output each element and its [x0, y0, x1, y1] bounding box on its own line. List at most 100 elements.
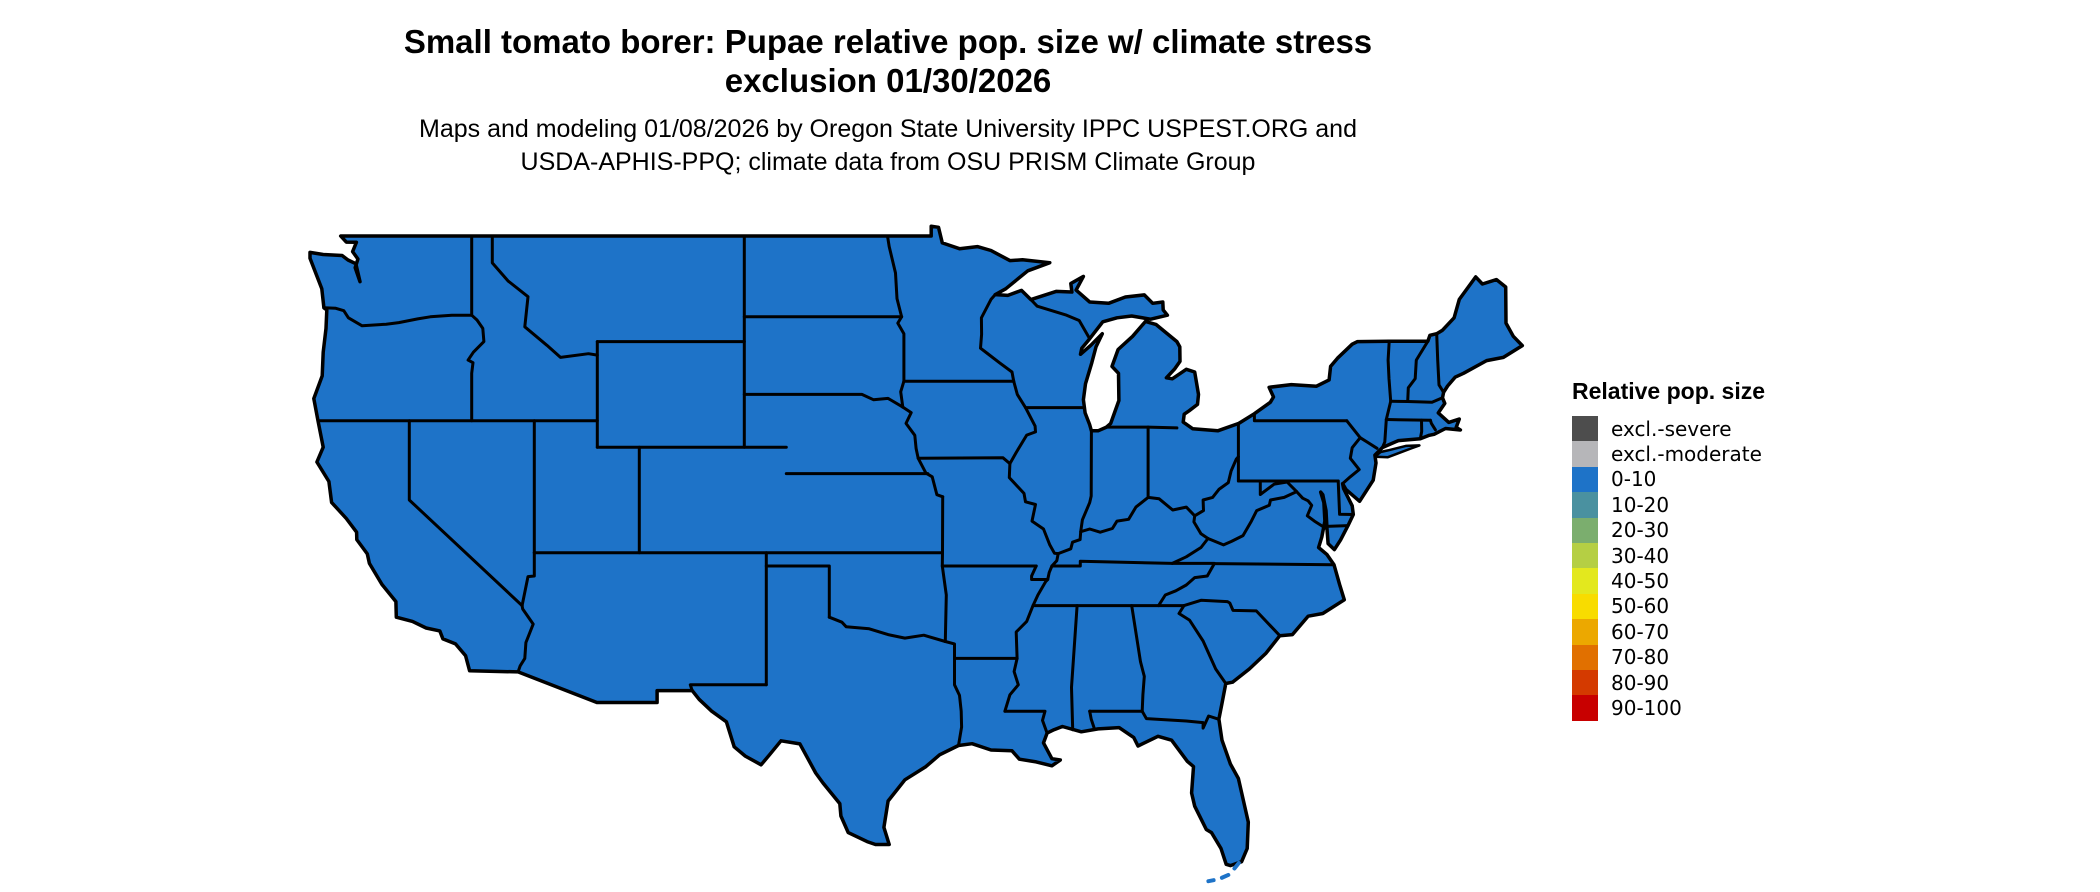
legend-label: 60-70 — [1611, 619, 1670, 644]
state-border-71 — [1007, 462, 1060, 556]
florida-keys-0 — [1230, 861, 1241, 873]
legend-item-80-90: 80-90 — [1572, 669, 1765, 696]
state-border-17 — [899, 379, 906, 409]
legend-label: 20-30 — [1611, 518, 1670, 543]
state-border-22 — [1008, 379, 1037, 466]
legend-swatch — [1572, 441, 1598, 467]
state-border-38 — [1070, 604, 1079, 732]
legend-label: excl.-moderate — [1611, 442, 1762, 467]
state-border-48 — [1193, 455, 1240, 518]
state-border-61 — [1428, 418, 1437, 432]
state-border-42 — [1140, 709, 1220, 730]
state-border-30 — [943, 640, 964, 747]
legend-swatch — [1572, 492, 1598, 518]
figure-subtitle-line1: Maps and modeling 01/08/2026 by Oregon S… — [419, 115, 1357, 143]
legend-item-30-40: 30-40 — [1572, 542, 1765, 569]
legend-item-40-50: 40-50 — [1572, 568, 1765, 594]
legend-label: 50-60 — [1611, 594, 1670, 619]
state-border-36 — [1050, 559, 1216, 568]
state-border-46 — [1170, 537, 1210, 565]
legend-item-70-80: 70-80 — [1572, 644, 1765, 670]
state-border-23 — [916, 456, 1012, 466]
state-border-65 — [1029, 298, 1092, 341]
state-border-26 — [764, 564, 831, 619]
legend-swatch — [1572, 619, 1598, 645]
legend-item-excl-severe: excl.-severe — [1572, 416, 1765, 442]
lower48-outline — [308, 224, 1525, 868]
state-border-3 — [407, 419, 524, 608]
legend-items: excl.-severe excl.-moderate 0-10 10-20 20-30… — [1572, 416, 1765, 721]
legend-swatch — [1572, 644, 1598, 670]
state-border-55 — [1252, 412, 1349, 423]
state-border-43 — [1177, 604, 1228, 685]
legend-label: 40-50 — [1611, 569, 1670, 594]
state-border-67 — [1079, 428, 1093, 534]
legend-swatch — [1572, 466, 1598, 493]
state-border-18 — [901, 405, 945, 499]
figure-title-line1: Small tomato borer: Pupae relative pop. … — [403, 23, 1373, 60]
state-border-4 — [516, 604, 535, 674]
legend-label: 90-100 — [1611, 695, 1682, 720]
legend-swatch — [1572, 695, 1598, 721]
state-border-68 — [1105, 425, 1179, 430]
legend-item-20-30: 20-30 — [1572, 517, 1765, 543]
state-border-54 — [1325, 524, 1350, 528]
legend-label: 30-40 — [1611, 543, 1670, 568]
state-border-64 — [1435, 332, 1446, 394]
legend: Relative pop. size excl.-severe excl.-mod… — [1572, 379, 1765, 721]
legend-item-90-100: 90-100 — [1572, 695, 1765, 721]
state-border-44 — [1182, 598, 1282, 638]
state-border-0 — [322, 306, 474, 328]
legend-swatch — [1572, 593, 1598, 620]
legend-label: 10-20 — [1611, 492, 1670, 517]
state-border-52 — [1206, 490, 1299, 547]
figure-title-line2: exclusion 01/30/2026 — [724, 62, 1052, 99]
state-border-28 — [827, 615, 947, 643]
state-border-29 — [688, 683, 768, 693]
state-border-62 — [1389, 396, 1444, 404]
state-border-59 — [1384, 418, 1432, 422]
legend-item-60-70: 60-70 — [1572, 619, 1765, 645]
state-border-15 — [886, 234, 904, 319]
state-border-34 — [1030, 564, 1050, 581]
state-border-1 — [466, 234, 486, 423]
state-border-37 — [1212, 562, 1336, 567]
state-border-51 — [1258, 479, 1329, 531]
figure-subtitle-line2: USDA-APHIS-PPQ; climate data from OSU PR… — [520, 148, 1256, 176]
florida-keys-2 — [1206, 878, 1216, 884]
state-border-16 — [896, 315, 906, 383]
state-border-57 — [1358, 436, 1379, 450]
legend-label: 0-10 — [1611, 467, 1657, 492]
legend-title: Relative pop. size — [1572, 378, 1766, 404]
state-border-60 — [1418, 418, 1424, 441]
legend-label: 70-80 — [1611, 645, 1670, 670]
legend-label: 80-90 — [1611, 670, 1670, 695]
legend-swatch — [1572, 542, 1598, 569]
legend-item-0-10: 0-10 — [1572, 466, 1765, 493]
figure-header: Small tomato borer: Pupae relative pop. … — [288, 22, 1488, 179]
legend-swatch — [1572, 568, 1598, 594]
legend-swatch — [1572, 517, 1598, 543]
legend-item-50-60: 50-60 — [1572, 593, 1765, 620]
legend-swatch — [1572, 669, 1598, 696]
state-border-5 — [520, 551, 536, 608]
state-border-39 — [1130, 604, 1146, 713]
legend-swatch — [1572, 416, 1598, 442]
state-border-41 — [1088, 709, 1097, 731]
legend-label: excl.-severe — [1611, 416, 1732, 441]
long-island — [1373, 444, 1421, 459]
state-border-19 — [742, 392, 905, 409]
state-border-8 — [490, 234, 599, 359]
florida-keys-1 — [1215, 872, 1231, 882]
figure-subtitle: Maps and modeling 01/08/2026 by Oregon S… — [288, 113, 1488, 179]
state-border-21 — [979, 293, 1016, 383]
legend-item-excl-moderate: excl.-moderate — [1572, 441, 1765, 467]
legend-item-10-20: 10-20 — [1572, 492, 1765, 518]
state-border-70 — [1003, 709, 1049, 735]
state-border-63 — [1406, 339, 1430, 403]
state-border-45 — [1157, 562, 1216, 608]
state-border-53 — [1336, 479, 1355, 516]
